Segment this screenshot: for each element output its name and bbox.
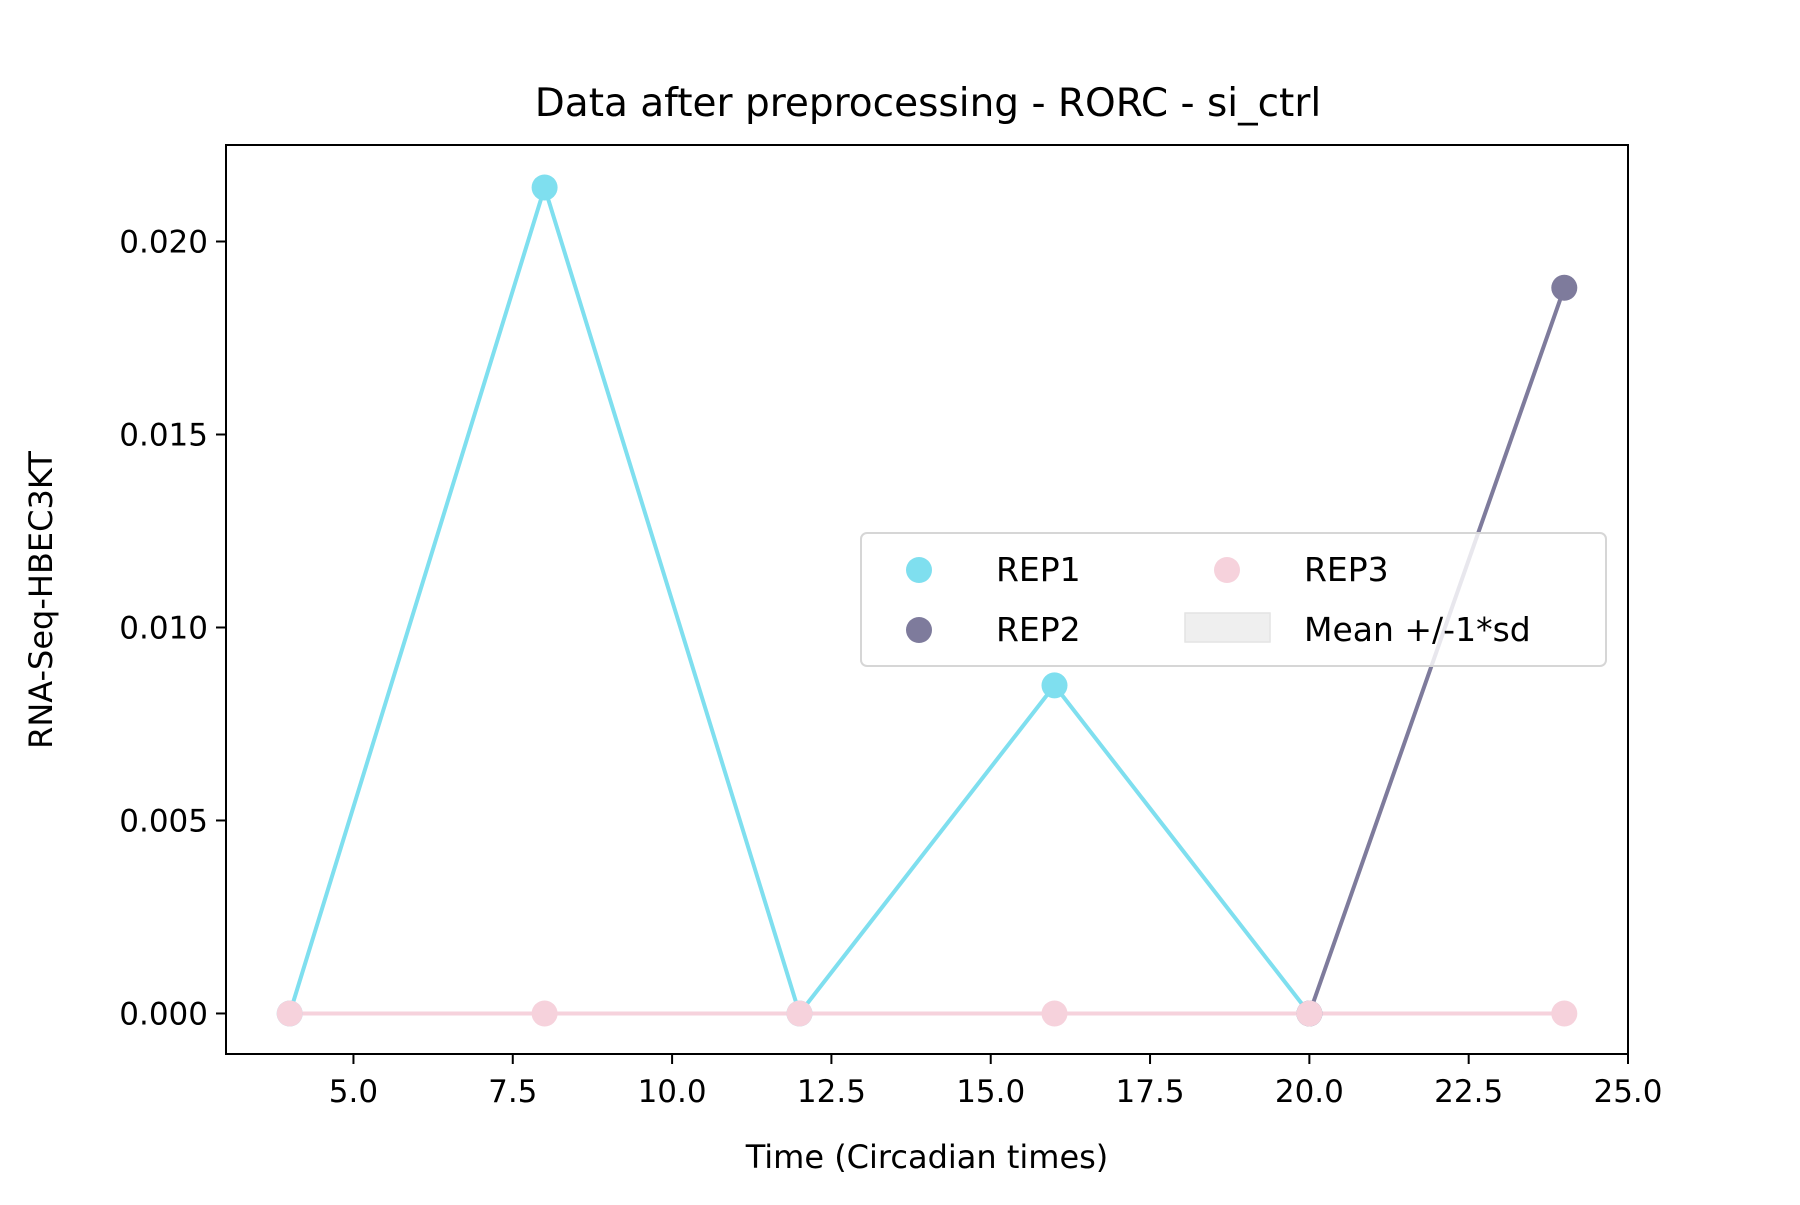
y-tick-label: 0.000: [119, 996, 208, 1032]
data-point-rep1: [531, 174, 558, 201]
data-point-rep1: [1041, 672, 1068, 699]
data-point-rep3: [1296, 1000, 1323, 1027]
chart-title: Data after preprocessing - RORC - si_ctr…: [535, 81, 1321, 126]
y-tick-label: 0.015: [119, 417, 208, 453]
legend: REP1 REP2 REP3 Mean +/-1*sd: [860, 532, 1607, 667]
x-tick-label: 12.5: [797, 1074, 866, 1110]
x-tick-label: 5.0: [329, 1074, 378, 1110]
y-tick-label: 0.010: [119, 610, 208, 646]
x-tick-label: 22.5: [1434, 1074, 1503, 1110]
y-tick-label: 0.020: [119, 224, 208, 260]
data-point-rep3: [276, 1000, 303, 1027]
legend-frame: [860, 532, 1607, 667]
x-tick-label: 17.5: [1116, 1074, 1185, 1110]
x-axis-label: Time (Circadian times): [745, 1138, 1109, 1176]
x-tick-label: 10.0: [638, 1074, 707, 1110]
legend-label-rep3: REP3: [1304, 550, 1389, 589]
legend-marker-rep3: [1214, 557, 1240, 583]
legend-label-rep1: REP1: [996, 550, 1081, 589]
x-tick-label: 7.5: [488, 1074, 537, 1110]
x-tick-label: 25.0: [1593, 1074, 1662, 1110]
marker-layer: [276, 174, 1578, 1027]
legend-marker-rep1: [906, 557, 932, 583]
x-tick-label: 20.0: [1275, 1074, 1344, 1110]
data-point-rep3: [1041, 1000, 1068, 1027]
plot-frame: [225, 144, 1629, 1055]
data-point-rep2: [1551, 274, 1578, 301]
y-axis-label: RNA-Seq-HBEC3KT: [22, 451, 60, 749]
data-point-rep3: [531, 1000, 558, 1027]
legend-label-band: Mean +/-1*sd: [1304, 610, 1531, 649]
y-axis: 0.000 0.005 0.010 0.015 0.020: [119, 224, 226, 1032]
data-point-rep3: [1551, 1000, 1578, 1027]
data-point-rep3: [786, 1000, 813, 1027]
x-tick-label: 15.0: [956, 1074, 1025, 1110]
x-axis: 5.0 7.5 10.0 12.5 15.0 17.5 20.0 22.5 25.0: [329, 1054, 1663, 1110]
y-tick-label: 0.005: [119, 803, 208, 839]
legend-label-rep2: REP2: [996, 610, 1081, 649]
legend-band-swatch: [1184, 612, 1271, 643]
legend-marker-rep2: [906, 617, 932, 643]
